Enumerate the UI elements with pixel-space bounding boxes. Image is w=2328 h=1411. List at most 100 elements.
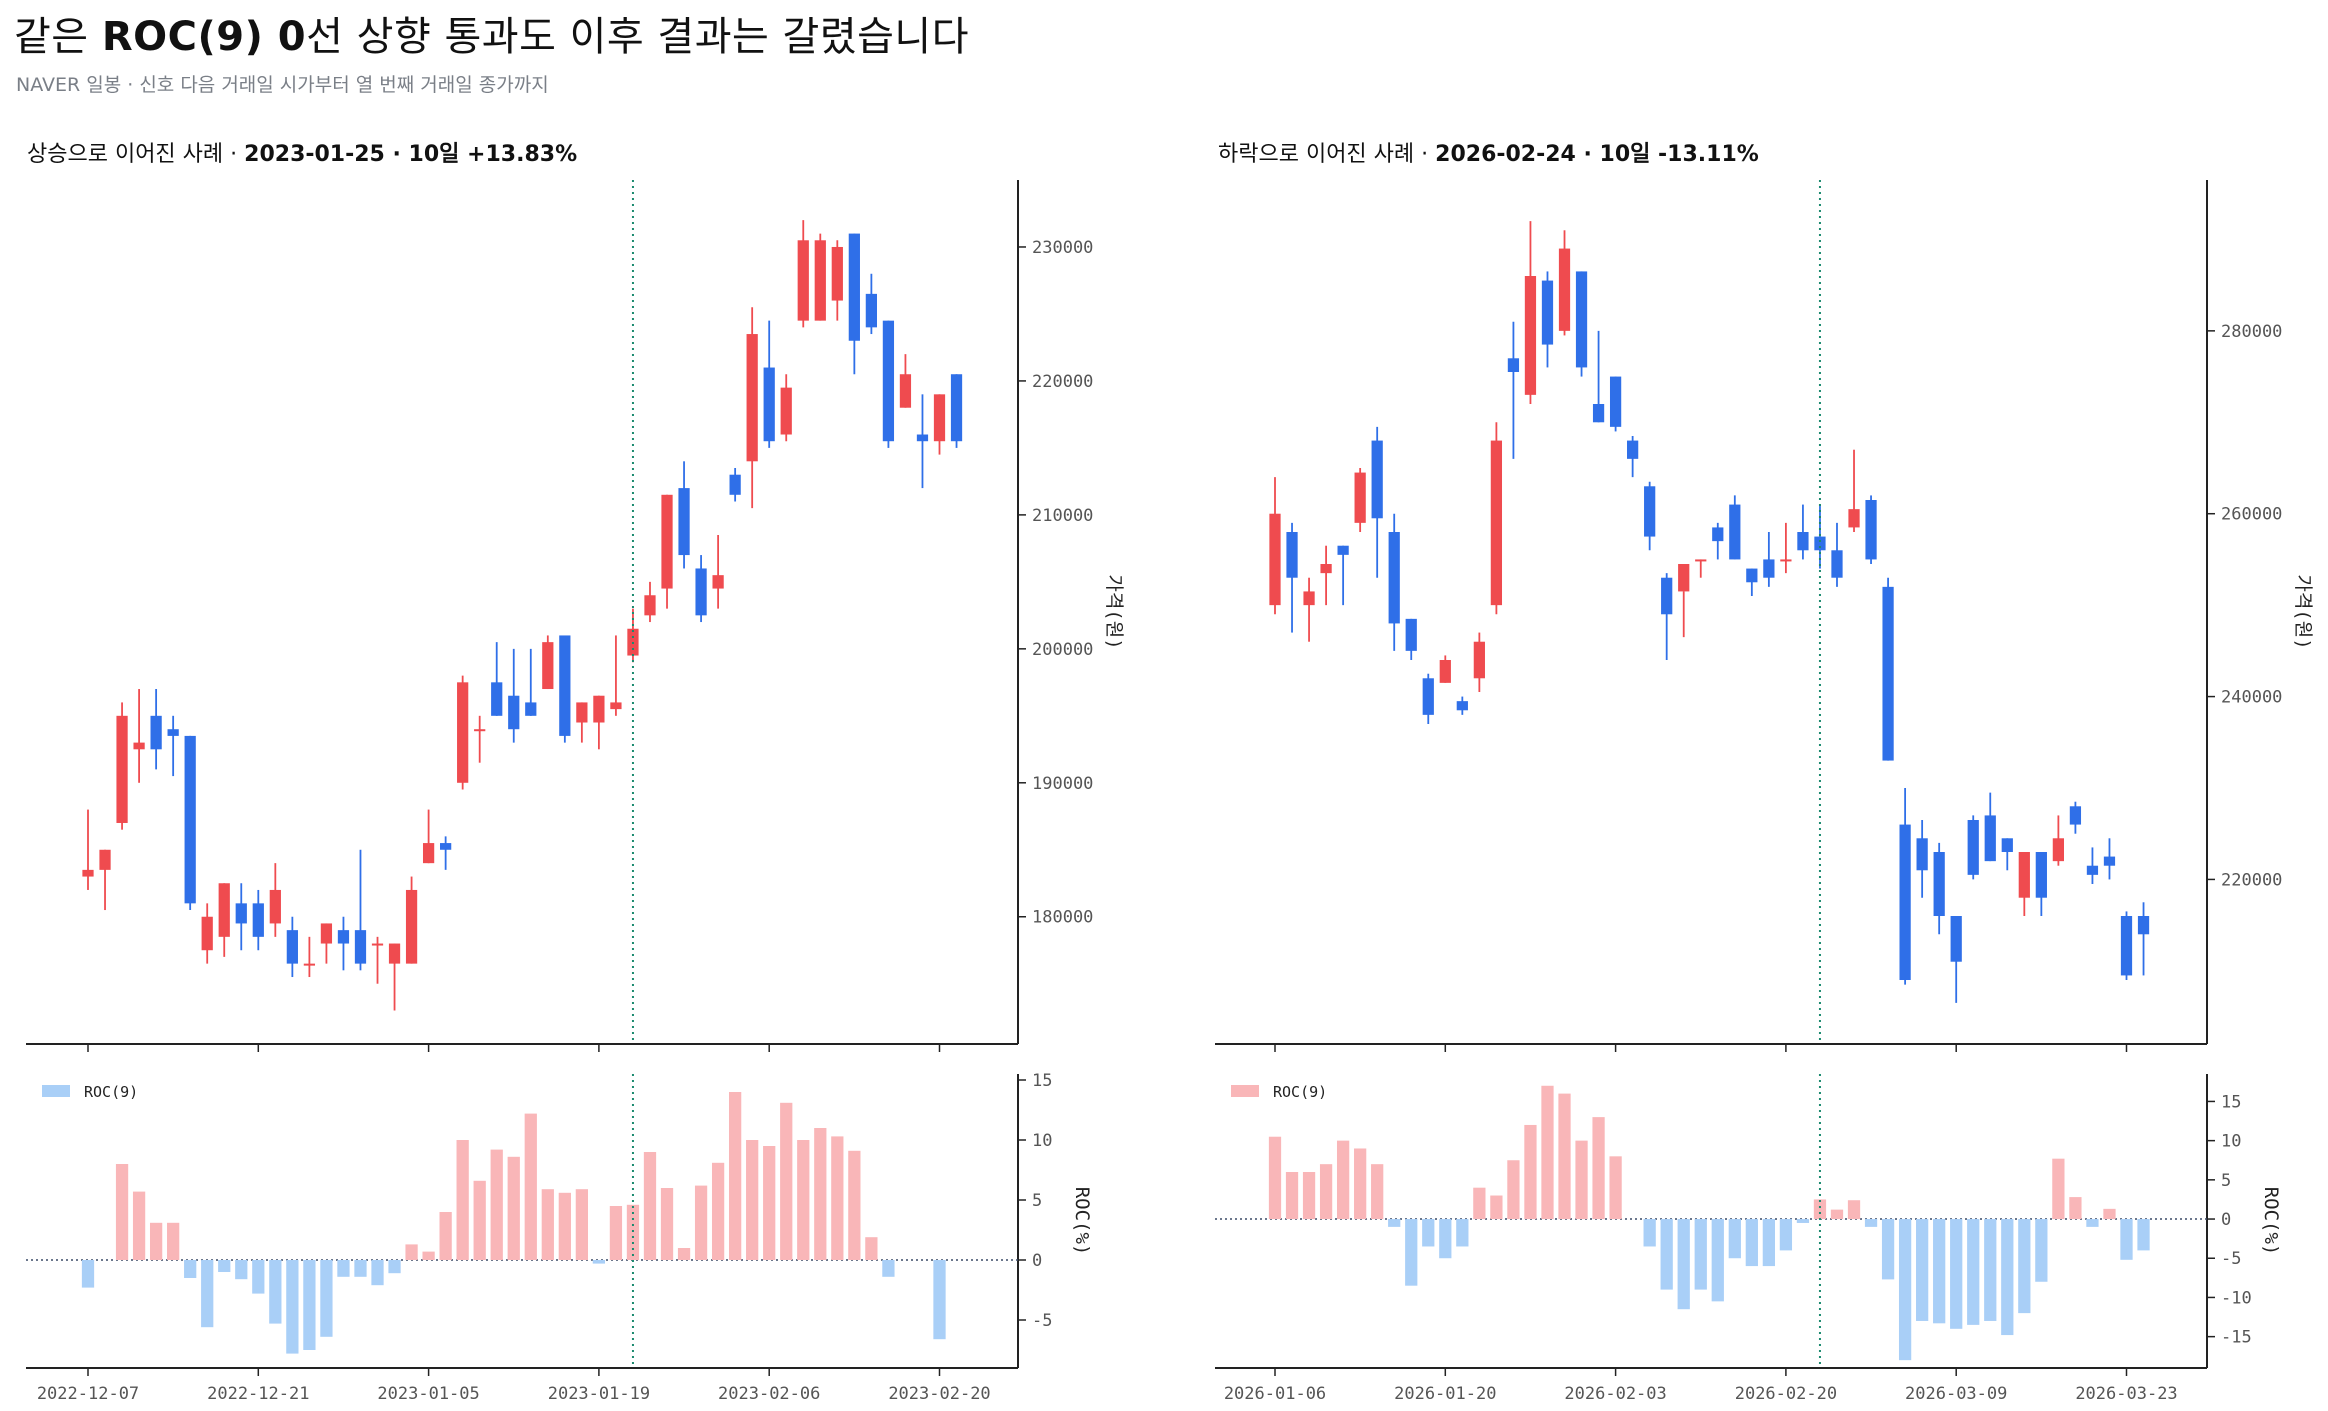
right-candle-body [1848, 509, 1860, 528]
right-roc-bar [2137, 1219, 2150, 1251]
left-price-tick-label: 210000 [1032, 506, 1093, 526]
right-candle-body [1780, 559, 1792, 562]
right-roc-tick-label: 5 [2221, 1171, 2231, 1191]
left-price-tick-label: 220000 [1032, 372, 1093, 392]
title-suffix: 선 상향 통과도 이후 결과는 갈렸습니다 [306, 14, 970, 60]
left-roc-bar [882, 1260, 895, 1277]
right-candle-body [1558, 248, 1571, 331]
right-roc-bar [1541, 1085, 1554, 1220]
left-price-tick-label: 180000 [1032, 908, 1093, 928]
left-roc-bar [865, 1237, 878, 1260]
right-roc-bar [1302, 1172, 1316, 1220]
left-candle-body [150, 715, 162, 750]
left-candle-body [491, 682, 503, 716]
left-candle-body [320, 923, 333, 944]
left-roc-bar [933, 1260, 946, 1340]
left-x-tick-label: 2023-01-05 [377, 1384, 479, 1404]
right-roc-bar [1796, 1219, 1810, 1223]
right-roc-bar [1371, 1164, 1384, 1220]
left-roc-bar [643, 1152, 657, 1260]
right-candle-body [1712, 527, 1724, 542]
right-candle-body [1609, 376, 1622, 427]
right-x-tick-label: 2026-03-23 [2075, 1384, 2177, 1404]
right-roc-bar [1575, 1140, 1588, 1220]
right-roc-bar [1762, 1219, 1776, 1267]
right-roc-bar [2001, 1219, 2014, 1336]
right-roc-bar [1388, 1219, 1401, 1227]
right-roc-bar [1592, 1117, 1605, 1220]
right-roc-bar [1779, 1219, 1793, 1251]
right-roc-bar [1813, 1199, 1827, 1220]
left-price-tick-label: 200000 [1032, 640, 1093, 660]
right-candle-body [2018, 852, 2030, 898]
left-candle-body [916, 434, 929, 442]
left-candle-body [644, 595, 656, 616]
left-candle-body [865, 293, 877, 328]
left-roc-bar [575, 1189, 589, 1260]
left-candle-body [422, 843, 435, 864]
left-roc-bar [507, 1156, 520, 1260]
right-candle-body [1541, 280, 1554, 345]
right-candle-body [1388, 532, 1400, 624]
right-candle-body [2069, 806, 2082, 825]
right-roc-bar [1473, 1187, 1486, 1220]
left-roc-tick-label: 10 [1032, 1131, 1052, 1151]
left-candle-body [303, 963, 316, 966]
left-roc-bar [694, 1185, 708, 1260]
right-candle-body [1627, 440, 1639, 459]
left-roc-bar [405, 1244, 418, 1260]
left-x-tick-label: 2023-01-19 [548, 1384, 650, 1404]
left-roc-tick-label: 0 [1032, 1251, 1042, 1271]
right-candle-body [1797, 532, 1809, 551]
right-roc-bar [1456, 1219, 1469, 1247]
left-roc-bar [660, 1188, 674, 1260]
left-candle-body [82, 869, 94, 877]
right-candle-body [1661, 577, 1673, 615]
right-roc-bar [1864, 1219, 1878, 1227]
right-candle-body [1644, 486, 1656, 537]
left-roc-bar [541, 1189, 554, 1260]
right-x-tick-label: 2026-01-20 [1394, 1384, 1496, 1404]
left-candle-body [116, 715, 128, 823]
left-x-tick-label: 2022-12-07 [37, 1384, 139, 1404]
right-roc-bar [1336, 1140, 1350, 1220]
right-roc-bar [1677, 1219, 1690, 1310]
right-panel-title: 하락으로 이어진 사례 · 2026-02-24 · 10일 -13.11% [1218, 136, 1759, 168]
right-roc-bar [2052, 1158, 2065, 1220]
left-price-axis-label: 가격(원) [1103, 574, 1125, 649]
left-roc-bar [354, 1260, 367, 1277]
left-candle-body [593, 695, 605, 723]
left-candle-body [474, 729, 486, 732]
left-roc-bar [473, 1180, 486, 1260]
right-roc-bar [1439, 1219, 1452, 1259]
right-candle-body [1746, 568, 1758, 583]
right-candle-body [1303, 591, 1315, 606]
left-candle-body [286, 930, 298, 964]
right-roc-bar [1728, 1219, 1741, 1259]
right-candle-body [1524, 276, 1537, 395]
right-roc-bar [1609, 1156, 1622, 1220]
right-x-tick-label: 2026-02-03 [1564, 1384, 1666, 1404]
right-roc-bar [2120, 1219, 2133, 1260]
left-candle-body [899, 374, 912, 408]
right-roc-bar [1643, 1219, 1656, 1247]
left-roc-bar [592, 1260, 606, 1264]
right-roc-bar [1916, 1219, 1929, 1321]
left-roc-legend-swatch [42, 1085, 70, 1097]
right-candle-body [2001, 838, 2013, 852]
right-roc-bar [2035, 1219, 2048, 1282]
left-price-tick-label: 230000 [1032, 238, 1093, 258]
right-roc-bar [1268, 1136, 1282, 1220]
right-candle-body [2137, 916, 2150, 935]
right-candle-body [1763, 559, 1775, 578]
left-roc-bar [337, 1260, 350, 1277]
right-roc-bar [1319, 1164, 1333, 1220]
left-candle-body [712, 575, 724, 589]
right-roc-bar [1847, 1200, 1861, 1220]
right-candle-body [1899, 824, 1911, 980]
left-roc-bar [132, 1191, 146, 1260]
right-price-tick-label: 280000 [2221, 322, 2282, 342]
left-candle-body [457, 682, 469, 783]
left-candle-body [218, 883, 230, 937]
left-roc-bar [831, 1136, 844, 1260]
